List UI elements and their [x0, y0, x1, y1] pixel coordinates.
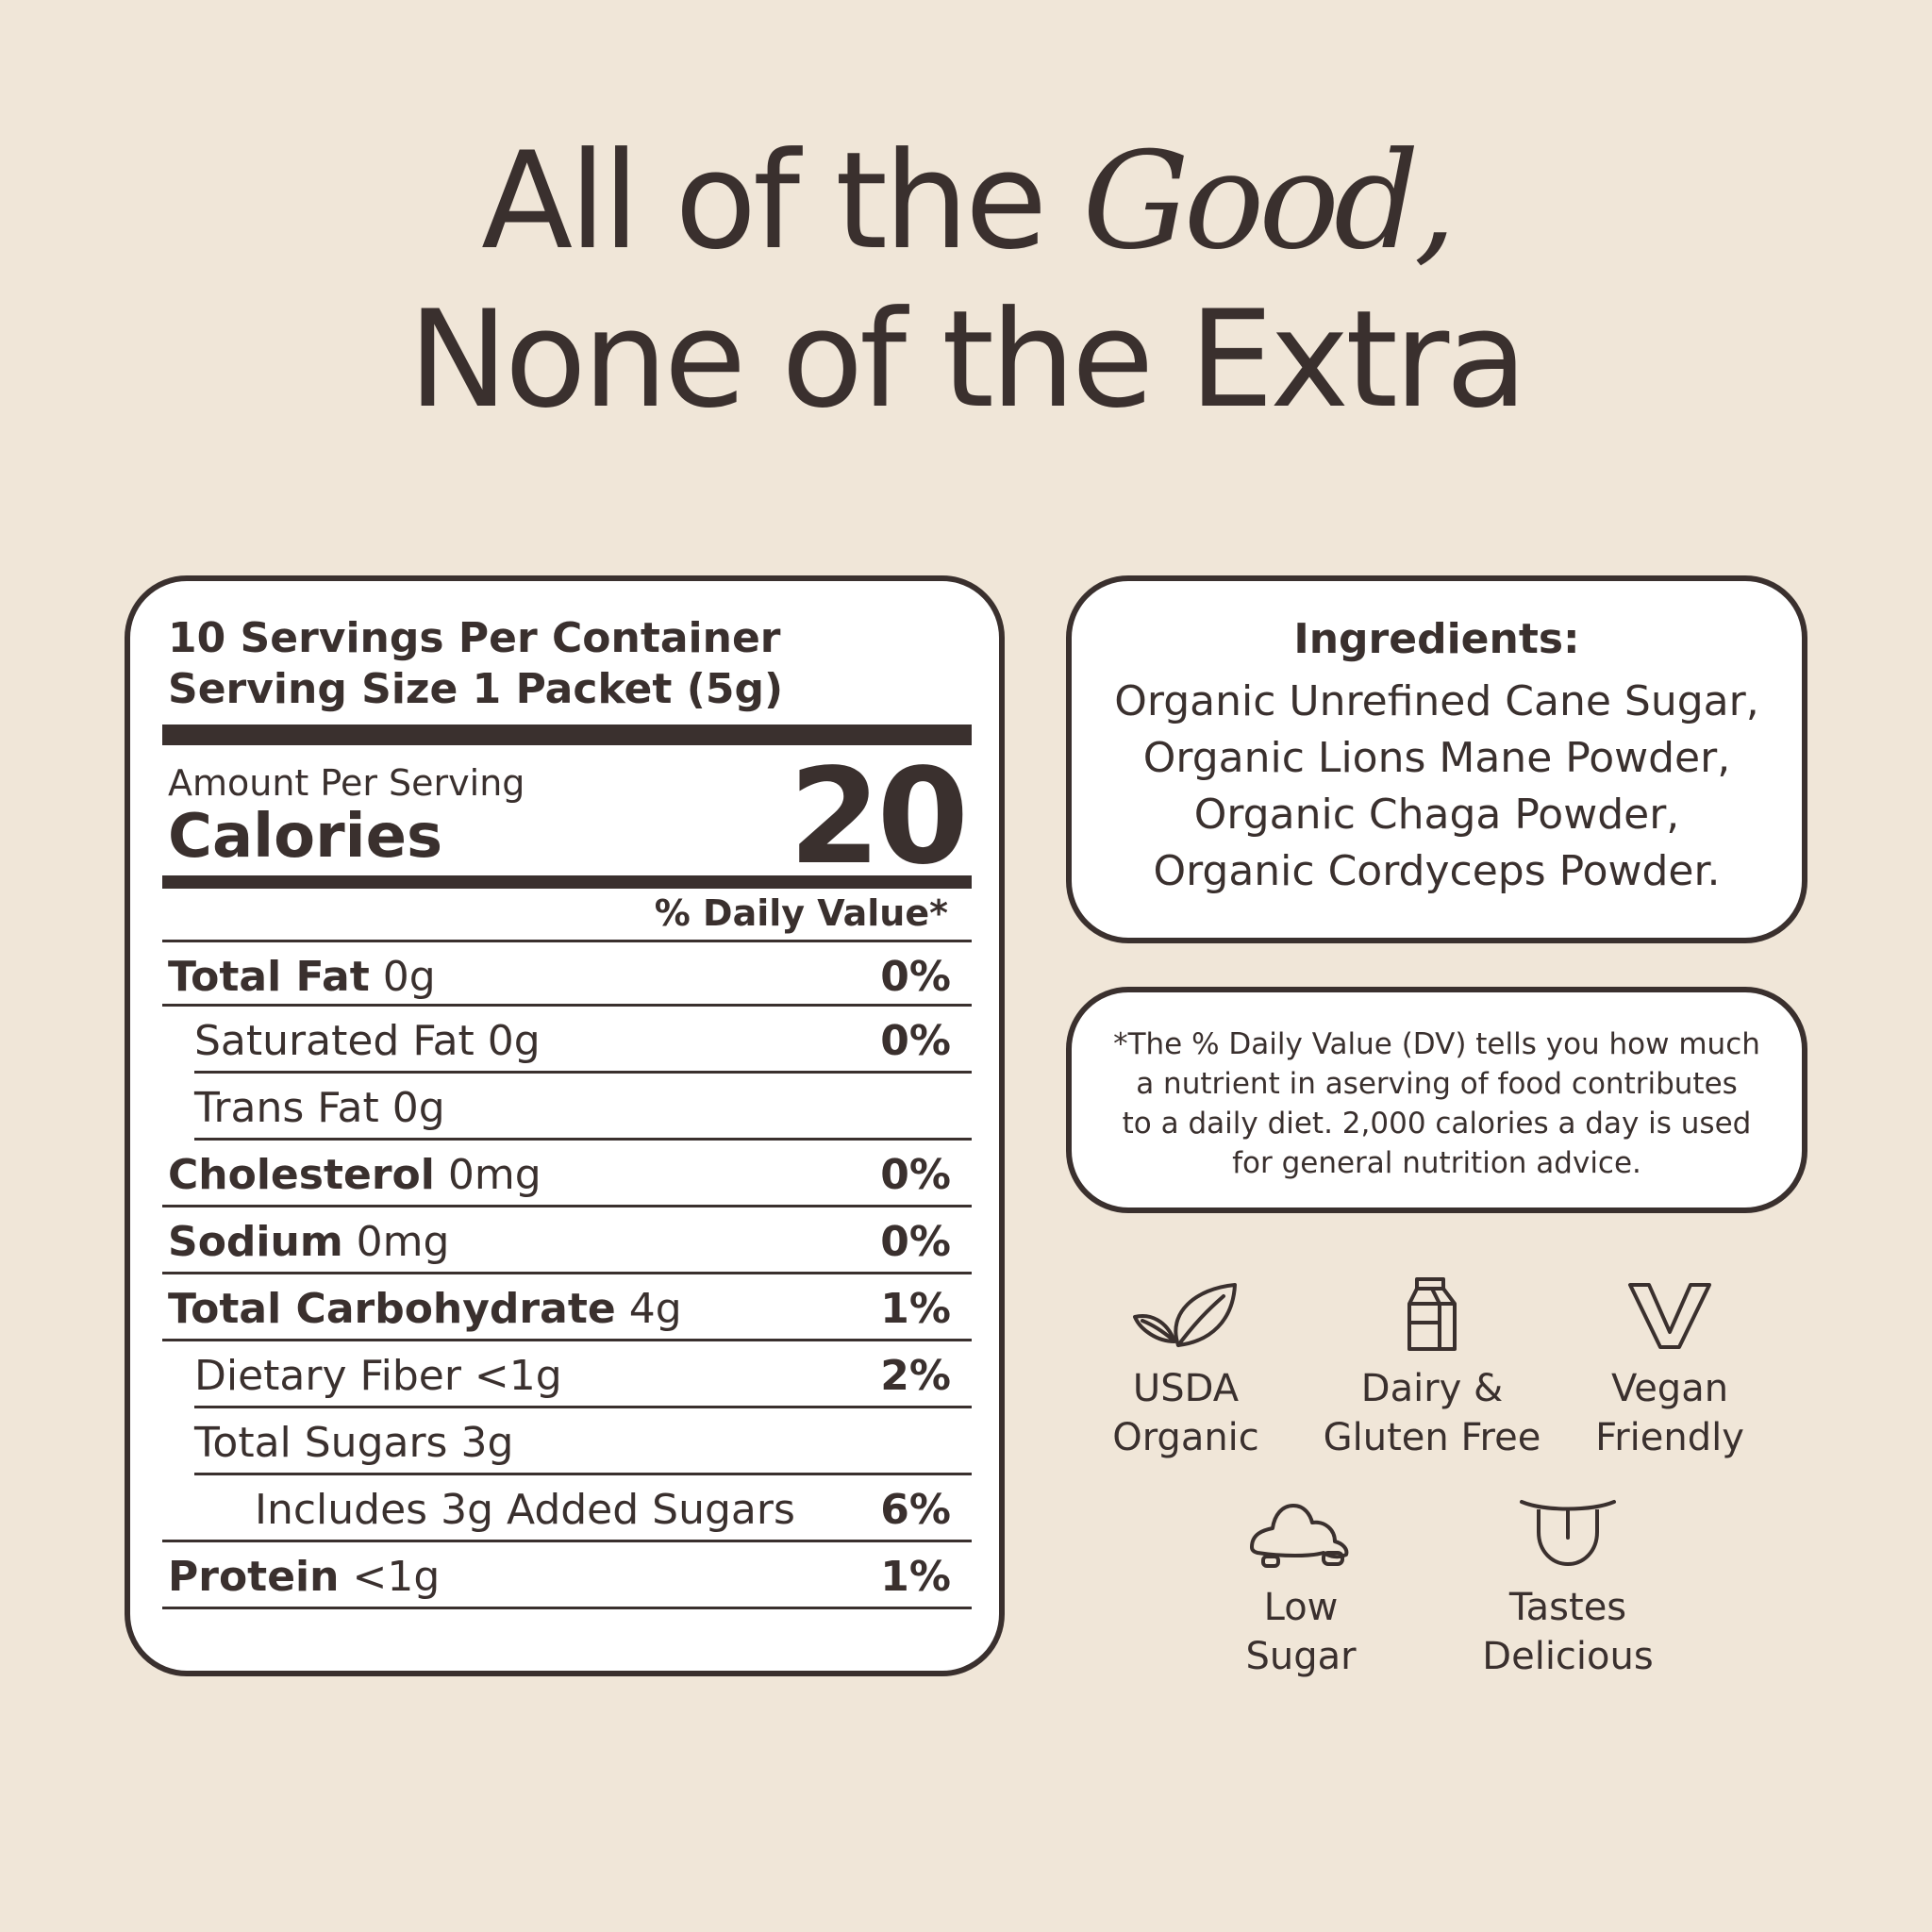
- nutrient-dv: 6%: [880, 1486, 951, 1534]
- nutrient-dv: 2%: [880, 1352, 951, 1400]
- nutrient-amount: 0mg: [447, 1151, 541, 1199]
- nutrient-row: Trans Fat 0g: [194, 1074, 972, 1141]
- badge-usda-organic: USDA Organic: [1073, 1275, 1299, 1462]
- headline-emphasis: Good,: [1082, 124, 1456, 279]
- thick-divider: [162, 724, 972, 745]
- amount-per-serving: Amount Per Serving: [168, 762, 525, 804]
- badge-low-sugar: Low Sugar: [1188, 1494, 1414, 1681]
- badge-dairy-gluten-free: Dairy & Gluten Free: [1319, 1275, 1545, 1462]
- badge-label-line: USDA: [1132, 1367, 1240, 1410]
- ingredient-item: Organic Chaga Powder,: [1193, 791, 1680, 839]
- badge-label: Tastes Delicious: [1455, 1583, 1681, 1681]
- nutrient-name: Cholesterol: [168, 1151, 435, 1199]
- nutrient-amount: 4g: [628, 1285, 682, 1333]
- nutrient-amount: <1g: [352, 1553, 441, 1601]
- ingredients-card: Ingredients: Organic Unrefined Cane Suga…: [1066, 575, 1807, 943]
- nutrient-name: Total Sugars 3g: [194, 1419, 514, 1467]
- badge-label-line: Dairy &: [1360, 1367, 1504, 1410]
- badge-label-line: Organic: [1112, 1416, 1259, 1459]
- badge-label-line: Delicious: [1482, 1635, 1654, 1678]
- nutrient-name: Sodium: [168, 1218, 343, 1266]
- nutrient-label: Sodium 0mg: [168, 1218, 449, 1266]
- nutrient-label: Total Fat 0g: [168, 953, 436, 1001]
- serving-info: 10 Servings Per Container Serving Size 1…: [168, 613, 783, 715]
- ingredient-item: Organic Lions Mane Powder,: [1142, 734, 1731, 782]
- disclaimer-line: to a daily diet. 2,000 calories a day is…: [1122, 1107, 1752, 1141]
- nutrient-row: Sodium 0mg 0%: [162, 1208, 972, 1274]
- ingredients-list: Organic Unrefined Cane Sugar, Organic Li…: [1072, 674, 1802, 900]
- nutrient-row: Cholesterol 0mg 0%: [162, 1141, 972, 1208]
- serving-size: Serving Size 1 Packet (5g): [168, 665, 784, 713]
- disclaimer-line: for general nutrition advice.: [1232, 1146, 1641, 1180]
- nutrient-amount: 0mg: [356, 1218, 450, 1266]
- ingredients-title: Ingredients:: [1293, 615, 1580, 663]
- ingredient-item: Organic Cordyceps Powder.: [1153, 847, 1721, 895]
- badge-label-line: Vegan: [1610, 1367, 1729, 1410]
- nutrient-row: Total Fat 0g 0%: [162, 940, 972, 1007]
- headline: All of the Good, None of the Extra: [0, 123, 1932, 440]
- milk-carton-icon: [1407, 1277, 1457, 1351]
- nutrient-dv: 0%: [880, 1218, 951, 1266]
- headline-prefix: All of the: [481, 124, 1083, 279]
- tongue-icon: [1520, 1500, 1616, 1566]
- nutrient-name: Trans Fat 0g: [194, 1084, 445, 1132]
- badge-label-line: Tastes: [1508, 1586, 1627, 1629]
- nutrient-row: Total Carbohydrate 4g 1%: [162, 1274, 972, 1341]
- nutrient-label: Total Carbohydrate 4g: [168, 1285, 682, 1333]
- nutrient-row: Dietary Fiber <1g 2%: [194, 1341, 972, 1408]
- nutrient-dv: 0%: [880, 953, 951, 1001]
- headline-line-2: None of the Extra: [408, 282, 1528, 438]
- nutrient-row: Total Sugars 3g: [194, 1408, 972, 1475]
- daily-value-disclaimer-card: *The % Daily Value (DV) tells you how mu…: [1066, 987, 1807, 1213]
- headline-line-1: All of the Good,: [0, 123, 1932, 281]
- leaf-icon: [1133, 1283, 1237, 1347]
- nutrient-label: Protein <1g: [168, 1553, 440, 1601]
- badge-label: USDA Organic: [1073, 1364, 1299, 1462]
- badge-label-line: Friendly: [1595, 1416, 1744, 1459]
- badge-label-line: Low: [1263, 1586, 1339, 1629]
- badge-label-line: Gluten Free: [1323, 1416, 1541, 1459]
- badge-label-line: Sugar: [1245, 1635, 1357, 1678]
- disclaimer-text: *The % Daily Value (DV) tells you how mu…: [1072, 1024, 1802, 1183]
- badge-label: Low Sugar: [1188, 1583, 1414, 1681]
- badge-tastes-delicious: Tastes Delicious: [1455, 1494, 1681, 1681]
- nutrient-dv: 1%: [880, 1553, 951, 1601]
- badge-label: Vegan Friendly: [1557, 1364, 1783, 1462]
- nutrient-name: Total Carbohydrate: [168, 1285, 616, 1333]
- badge-label: Dairy & Gluten Free: [1319, 1364, 1545, 1462]
- daily-value-header: % Daily Value*: [654, 892, 948, 934]
- medium-divider: [162, 875, 972, 889]
- sugar-pile-icon: [1250, 1504, 1349, 1568]
- nutrient-dv: 0%: [880, 1151, 951, 1199]
- nutrient-amount: 0g: [382, 953, 436, 1001]
- nutrient-name: Includes 3g Added Sugars: [255, 1486, 795, 1534]
- badge-vegan-friendly: Vegan Friendly: [1557, 1275, 1783, 1462]
- calories-value: 20: [789, 741, 969, 894]
- nutrient-name: Protein: [168, 1553, 340, 1601]
- nutrient-row: Saturated Fat 0g 0%: [194, 1007, 972, 1074]
- calories-label: Calories: [168, 802, 443, 872]
- ingredient-item: Organic Unrefined Cane Sugar,: [1114, 677, 1759, 725]
- nutrient-name: Dietary Fiber <1g: [194, 1352, 562, 1400]
- nutrient-name: Total Fat: [168, 953, 370, 1001]
- servings-per-container: 10 Servings Per Container: [168, 614, 781, 662]
- nutrition-facts-card: 10 Servings Per Container Serving Size 1…: [125, 575, 1005, 1676]
- nutrient-dv: 1%: [880, 1285, 951, 1333]
- nutrient-rows: Total Fat 0g 0% Saturated Fat 0g 0% Tran…: [162, 940, 972, 1609]
- nutrient-row: Includes 3g Added Sugars 6%: [162, 1475, 972, 1542]
- disclaimer-line: *The % Daily Value (DV) tells you how mu…: [1113, 1027, 1760, 1061]
- v-icon: [1628, 1283, 1711, 1349]
- nutrient-name: Saturated Fat 0g: [194, 1017, 541, 1065]
- nutrient-dv: 0%: [880, 1017, 951, 1065]
- nutrient-label: Cholesterol 0mg: [168, 1151, 541, 1199]
- nutrient-row: Protein <1g 1%: [162, 1542, 972, 1609]
- disclaimer-line: a nutrient in aserving of food contribut…: [1136, 1067, 1738, 1101]
